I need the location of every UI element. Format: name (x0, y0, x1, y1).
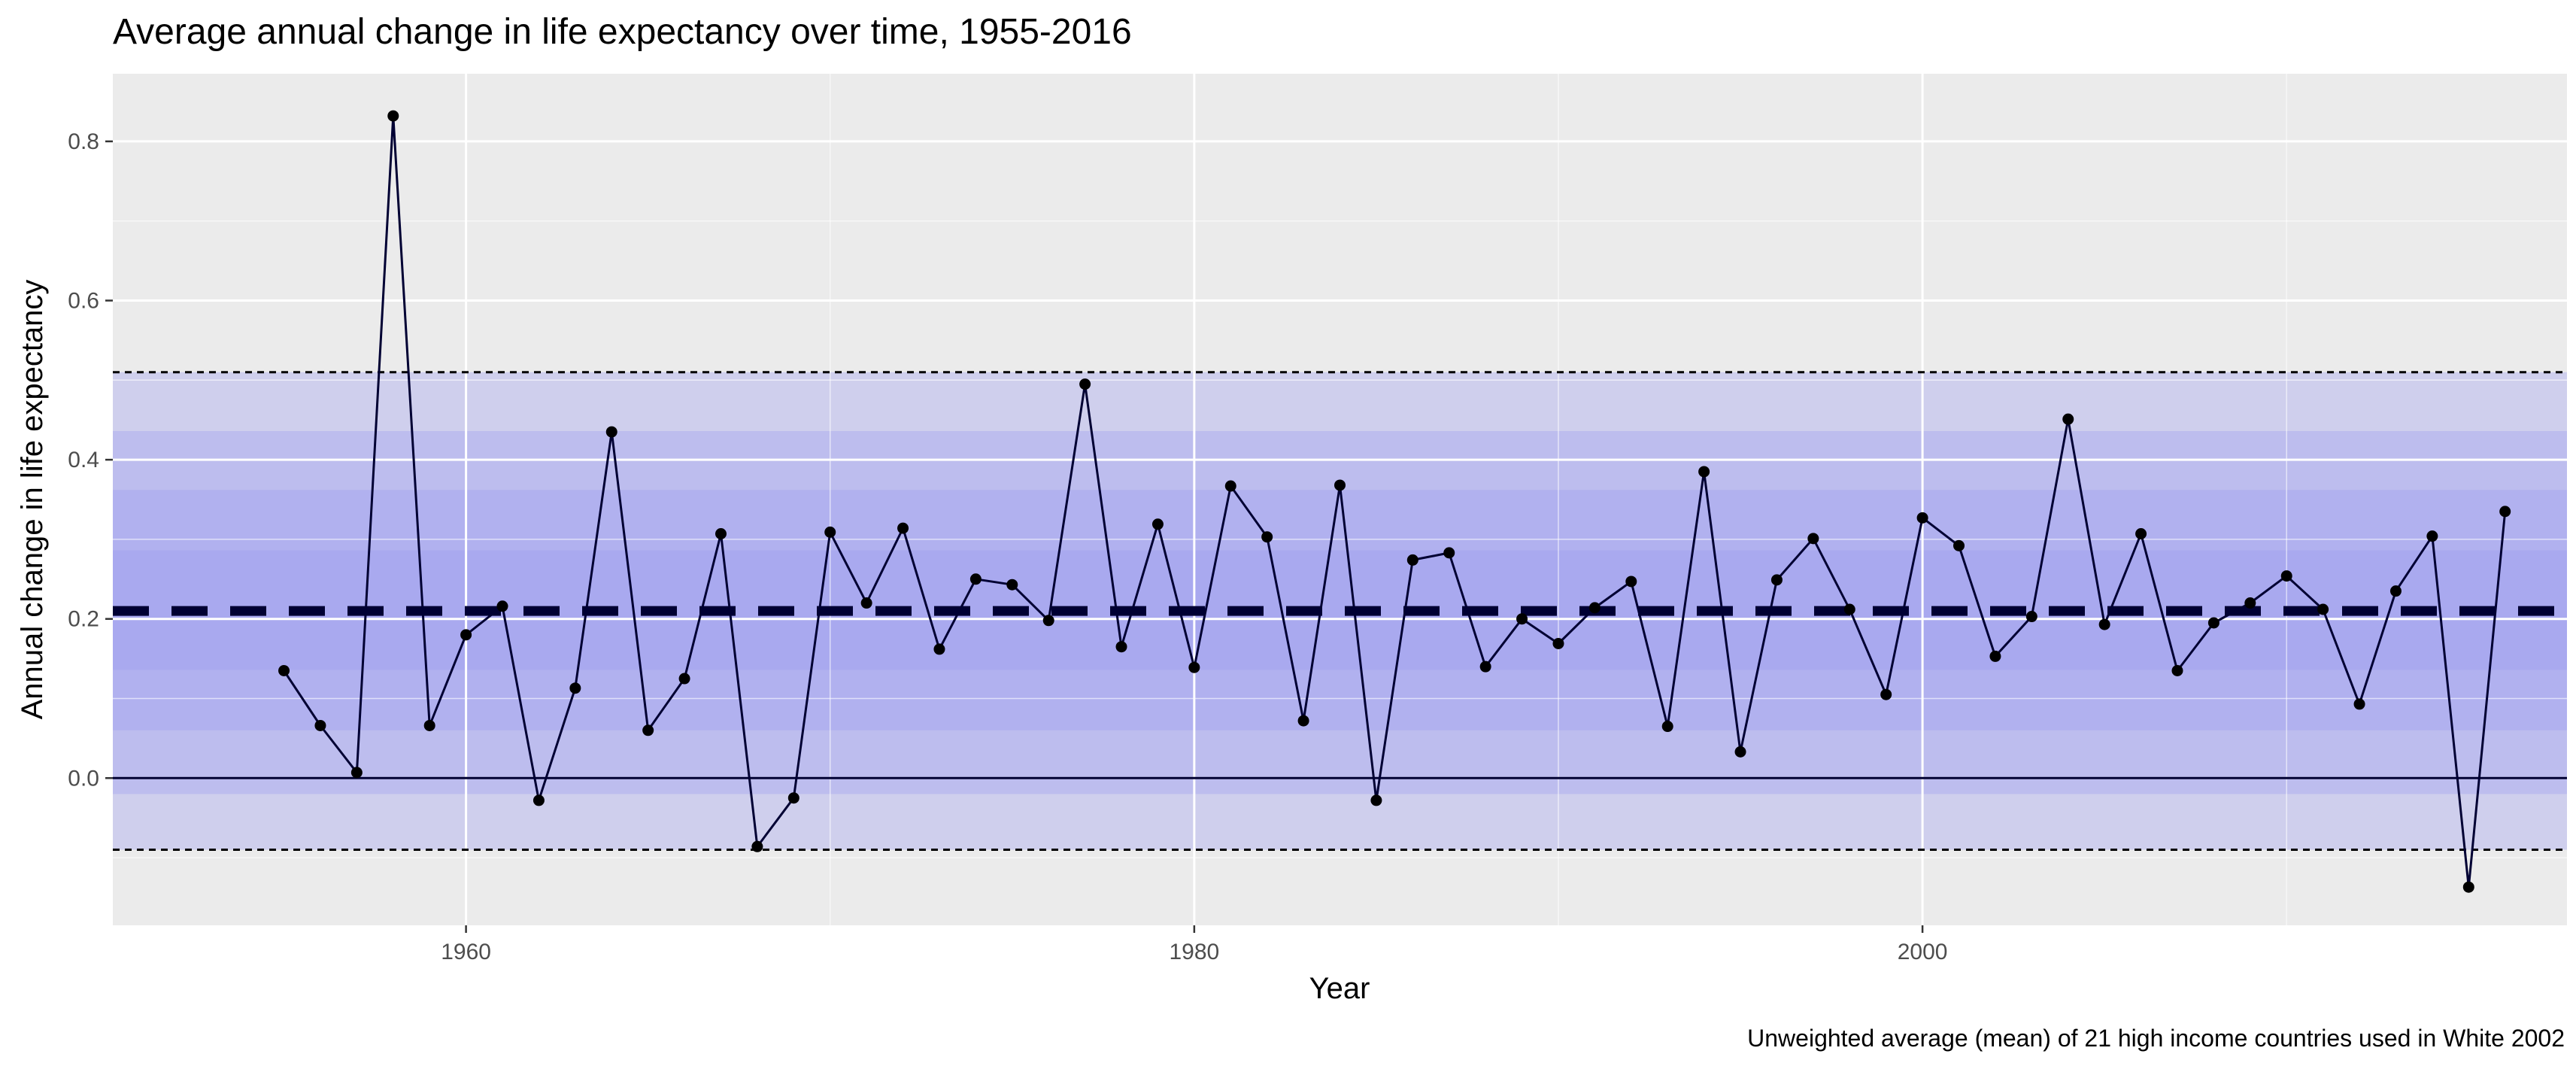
data-point-1967 (715, 527, 727, 539)
data-point-2008 (2207, 617, 2219, 629)
data-point-1956 (314, 719, 326, 731)
band-1 (113, 372, 2567, 850)
data-point-1970 (824, 526, 836, 538)
data-point-2014 (2426, 530, 2438, 542)
data-point-2012 (2353, 698, 2365, 710)
data-point-1977 (1079, 378, 1091, 390)
series-line (283, 114, 2507, 888)
data-point-1987 (1443, 547, 1455, 559)
data-point-2007 (2171, 664, 2183, 676)
data-point-2006 (2135, 527, 2147, 539)
data-point-2015 (2462, 881, 2474, 893)
data-point-1965 (642, 724, 654, 736)
y-tick-label: 0.4 (68, 448, 99, 472)
data-point-2001 (1953, 539, 1965, 551)
data-point-2010 (2280, 570, 2292, 582)
y-axis-ticks: 0.0 0.2 0.4 0.6 0.8 (68, 129, 113, 791)
data-point-1997 (1807, 533, 1819, 545)
x-tick-label: 2000 (1898, 940, 1948, 964)
data-point-1959 (423, 719, 435, 731)
data-point-1960 (460, 629, 472, 641)
data-point-1963 (569, 682, 581, 694)
data-point-2004 (2062, 413, 2074, 425)
data-point-1958 (387, 110, 399, 122)
data-point-1972 (897, 522, 909, 534)
x-tick-label: 1960 (441, 940, 491, 964)
confidence-bands (113, 372, 2567, 850)
data-point-2000 (1916, 512, 1928, 524)
data-point-2002 (1989, 650, 2001, 662)
data-point-2003 (2025, 611, 2037, 623)
data-point-1978 (1115, 641, 1127, 653)
data-point-1974 (969, 573, 982, 585)
data-point-1964 (605, 426, 617, 438)
data-point-1961 (496, 600, 508, 612)
data-point-1986 (1406, 554, 1418, 566)
y-axis-title: Annual change in life expectancy (16, 280, 49, 720)
data-point-1975 (1006, 579, 1018, 591)
data-point-1992 (1625, 576, 1637, 588)
data-point-1969 (787, 792, 800, 804)
data-point-1993 (1661, 721, 1673, 733)
band-3 (113, 490, 2567, 730)
data-point-1982 (1261, 531, 1273, 543)
data-point-1989 (1516, 613, 1528, 625)
data-point-2016 (2499, 506, 2511, 518)
data-point-1976 (1042, 615, 1054, 627)
data-point-1985 (1370, 794, 1382, 806)
data-point-2011 (2317, 603, 2329, 615)
data-point-1988 (1479, 661, 1491, 673)
data-point-1983 (1297, 715, 1309, 727)
data-point-1966 (678, 673, 690, 685)
x-axis-ticks: 1960 1980 2000 (441, 925, 1947, 964)
plot-panel (113, 74, 2567, 925)
data-series (278, 110, 2511, 893)
data-point-1984 (1334, 479, 1346, 491)
data-point-1981 (1224, 480, 1236, 492)
data-point-1994 (1698, 466, 1710, 478)
data-point-1995 (1734, 746, 1746, 758)
data-point-1971 (860, 597, 872, 609)
reference-lines (113, 371, 2567, 851)
data-point-1990 (1552, 637, 1564, 649)
data-point-1968 (751, 840, 763, 852)
x-tick-label: 1980 (1169, 940, 1219, 964)
chart-title: Average annual change in life expectancy… (113, 12, 1132, 52)
data-point-1998 (1843, 603, 1855, 615)
y-tick-label: 0.6 (68, 289, 99, 314)
y-tick-label: 0.8 (68, 129, 99, 154)
data-point-1962 (532, 794, 545, 806)
data-point-2013 (2389, 585, 2402, 597)
data-point-1991 (1588, 602, 1601, 614)
data-point-2009 (2244, 597, 2256, 609)
data-point-1996 (1770, 574, 1783, 586)
x-axis-title: Year (1309, 972, 1370, 1005)
chart-caption: Unweighted average (mean) of 21 high inc… (1747, 1025, 2565, 1052)
y-tick-label: 0.2 (68, 607, 99, 632)
data-point-1957 (350, 767, 363, 779)
y-tick-label: 0.0 (68, 766, 99, 791)
data-point-1979 (1151, 518, 1164, 530)
data-point-2005 (2098, 618, 2110, 630)
data-point-1999 (1880, 688, 1892, 700)
data-point-1955 (278, 664, 290, 676)
band-4 (113, 550, 2567, 670)
data-point-1980 (1188, 661, 1200, 673)
data-point-1973 (933, 643, 945, 655)
